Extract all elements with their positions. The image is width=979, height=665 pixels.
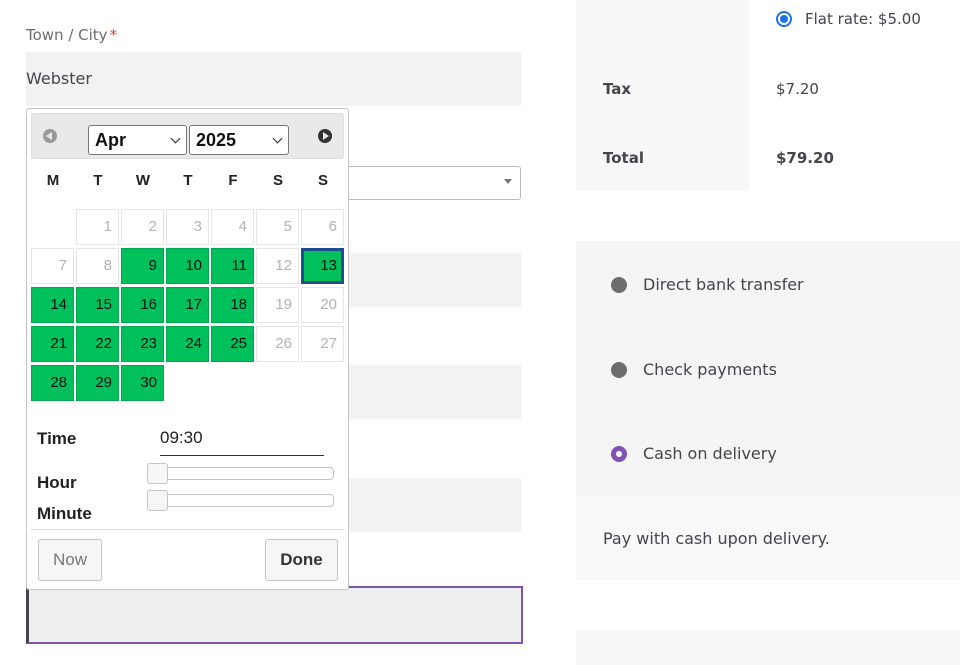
- tax-value: $7.20: [776, 80, 819, 98]
- city-input[interactable]: Webster: [26, 52, 521, 106]
- next-month-icon[interactable]: [318, 129, 332, 143]
- weekday-wed: W: [135, 172, 151, 189]
- minute-label: Minute: [37, 504, 92, 523]
- weekday-mon: M: [46, 172, 60, 189]
- prev-month-icon[interactable]: [43, 129, 57, 143]
- weekday-sat: S: [272, 172, 283, 189]
- calendar-day-28[interactable]: 28: [31, 365, 74, 401]
- payment-label-cod[interactable]: Cash on delivery: [643, 444, 777, 463]
- chevron-down-icon: [272, 133, 283, 144]
- calendar-day-20: 20: [301, 287, 344, 323]
- weekday-thu: T: [183, 172, 193, 189]
- calendar-day-30[interactable]: 30: [121, 365, 164, 401]
- done-button[interactable]: Done: [265, 539, 338, 581]
- city-label-text: Town / City: [26, 26, 108, 44]
- weekday-sun: S: [317, 172, 328, 189]
- calendar-day-25[interactable]: 25: [211, 326, 254, 362]
- tax-label: Tax: [603, 80, 632, 98]
- calendar-day-3: 3: [166, 209, 209, 245]
- payment-description-box: [576, 496, 960, 580]
- postcode-input[interactable]: [326, 253, 521, 307]
- calendar-day-empty: [31, 209, 74, 245]
- time-label: Time: [37, 429, 77, 448]
- calendar-day-22[interactable]: 22: [76, 326, 119, 362]
- month-select[interactable]: Apr: [88, 125, 187, 155]
- order-totals-panel: [576, 0, 749, 191]
- hour-slider[interactable]: [147, 463, 334, 484]
- year-select-value: 2025: [196, 130, 237, 150]
- calendar-day-8: 8: [76, 248, 119, 284]
- payment-description: Pay with cash upon delivery.: [603, 529, 830, 548]
- total-label: Total: [603, 149, 644, 167]
- calendar-day-23[interactable]: 23: [121, 326, 164, 362]
- shipping-radio-selected[interactable]: [776, 11, 792, 27]
- datepicker-header: Apr 2025: [31, 113, 344, 159]
- calendar-day-13[interactable]: 13: [301, 248, 344, 284]
- payment-radio-cod[interactable]: [611, 446, 627, 462]
- calendar-day-7: 7: [31, 248, 74, 284]
- city-input-value: Webster: [26, 69, 92, 88]
- email-input[interactable]: [326, 478, 521, 532]
- shipping-option-label: Flat rate: $5.00: [805, 10, 921, 28]
- time-value: 09:30: [160, 428, 324, 456]
- now-button[interactable]: Now: [38, 539, 102, 581]
- payment-label-bank[interactable]: Direct bank transfer: [643, 275, 804, 294]
- calendar-day-10[interactable]: 10: [166, 248, 209, 284]
- calendar-day-27: 27: [301, 326, 344, 362]
- calendar-day-14[interactable]: 14: [31, 287, 74, 323]
- state-select[interactable]: [326, 166, 521, 200]
- calendar-day-19: 19: [256, 287, 299, 323]
- calendar-day-6: 6: [301, 209, 344, 245]
- delivery-date-input[interactable]: [26, 586, 523, 644]
- chevron-down-icon: [504, 179, 512, 184]
- minute-slider[interactable]: [147, 490, 334, 511]
- calendar-day-18[interactable]: 18: [211, 287, 254, 323]
- payment-radio-check[interactable]: [611, 362, 627, 378]
- payment-label-check[interactable]: Check payments: [643, 360, 777, 379]
- calendar-day-17[interactable]: 17: [166, 287, 209, 323]
- calendar-day-4: 4: [211, 209, 254, 245]
- calendar-day-29[interactable]: 29: [76, 365, 119, 401]
- datepicker-footer: [31, 529, 344, 530]
- calendar-day-2: 2: [121, 209, 164, 245]
- calendar-day-26: 26: [256, 326, 299, 362]
- payment-methods-panel: [576, 241, 960, 496]
- month-select-value: Apr: [95, 130, 126, 150]
- city-field-label: Town / City *: [26, 26, 117, 44]
- calendar-day-12: 12: [256, 248, 299, 284]
- place-order-area: [576, 630, 960, 665]
- calendar-day-24[interactable]: 24: [166, 326, 209, 362]
- calendar-day-21[interactable]: 21: [31, 326, 74, 362]
- calendar-day-16[interactable]: 16: [121, 287, 164, 323]
- calendar-day-11[interactable]: 11: [211, 248, 254, 284]
- calendar-day-15[interactable]: 15: [76, 287, 119, 323]
- calendar-day-1: 1: [76, 209, 119, 245]
- minute-slider-handle[interactable]: [147, 490, 168, 511]
- required-asterisk: *: [109, 26, 118, 44]
- calendar-day-9[interactable]: 9: [121, 248, 164, 284]
- total-value: $79.20: [776, 149, 834, 167]
- weekday-tue: T: [93, 172, 103, 189]
- phone-input[interactable]: [326, 365, 521, 419]
- year-select[interactable]: 2025: [189, 125, 289, 155]
- chevron-down-icon: [170, 133, 181, 144]
- payment-radio-bank[interactable]: [611, 277, 627, 293]
- calendar-day-5: 5: [256, 209, 299, 245]
- hour-label: Hour: [37, 473, 77, 492]
- weekday-fri: F: [228, 172, 238, 189]
- datepicker-popup: Apr 2025 M T W T F S S 1 2 3 4 5 6 7 8 9 10 11 12 13…: [26, 108, 349, 590]
- hour-slider-handle[interactable]: [147, 463, 168, 484]
